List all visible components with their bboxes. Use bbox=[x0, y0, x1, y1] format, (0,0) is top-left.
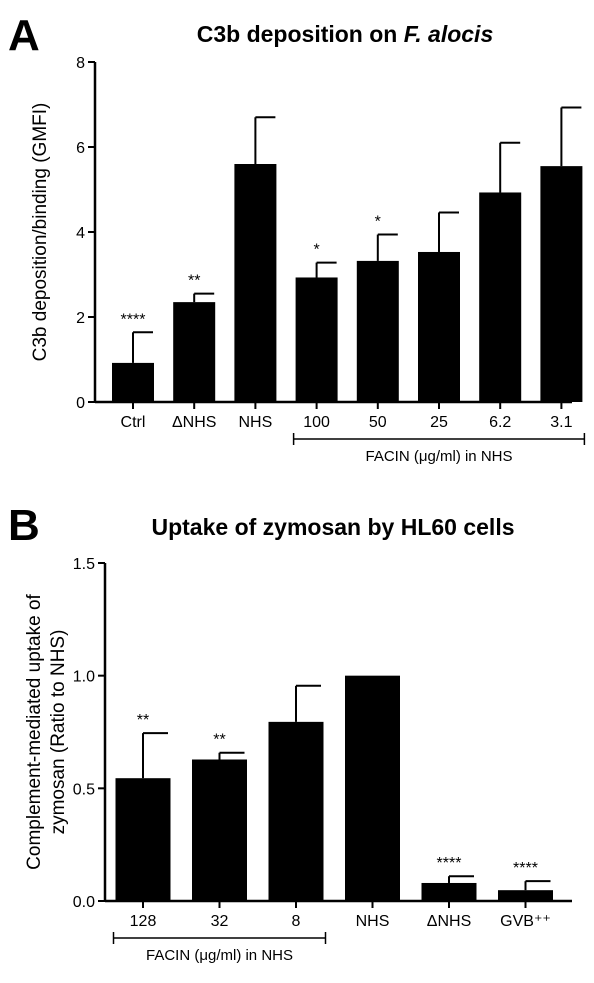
panel-b-bar bbox=[268, 721, 324, 901]
panel-a-category-label: 100 bbox=[303, 414, 330, 431]
panel-a-category-label: Ctrl bbox=[121, 414, 146, 431]
panel-a-category-label: ΔNHS bbox=[172, 414, 216, 431]
panel-a-bar bbox=[356, 260, 399, 402]
panel-a-y-tick-label: 6 bbox=[76, 140, 85, 157]
panel-a-title-italic: F. alocis bbox=[404, 21, 493, 47]
panel-a-plot-area: 0 2 4 6 8 **** Ctrl ** ΔNHS NHS * 100 * 50 25 6.2 3.1 FAC… bbox=[76, 55, 586, 465]
panel-a-significance-label: * bbox=[313, 242, 319, 259]
panel-b-bar bbox=[115, 778, 171, 901]
panel-b-bar bbox=[421, 882, 477, 901]
panel-a-bracket-label: FACIN (μg/ml) in NHS bbox=[366, 448, 513, 465]
panel-a-category-label: 6.2 bbox=[489, 414, 511, 431]
panel-a-bar bbox=[234, 164, 277, 402]
panel-a-significance-label: * bbox=[375, 214, 381, 231]
panel-a-y-tick-label: 8 bbox=[76, 55, 85, 72]
panel-b-y-axis-label-line1: Complement-mediated uptake of bbox=[24, 593, 45, 869]
panel-a-significance-label: **** bbox=[121, 311, 146, 328]
panel-b-y-axis-label-line2: zymosan (Ratio to NHS) bbox=[48, 630, 69, 835]
panel-b-category-label: GVB⁺⁺ bbox=[500, 913, 551, 930]
panel-b-letter: B bbox=[8, 501, 40, 550]
panel-a-category-label: 50 bbox=[369, 414, 387, 431]
panel-a-title: C3b deposition on F. alocis bbox=[197, 21, 493, 47]
panel-b-bar bbox=[345, 675, 400, 901]
panel-a-bar bbox=[418, 251, 460, 402]
panel-b-bar bbox=[498, 890, 553, 901]
panel-b-y-tick-label: 1.0 bbox=[73, 669, 95, 686]
panel-a-title-prefix: C3b deposition on bbox=[197, 21, 404, 47]
panel-a-bar bbox=[295, 277, 338, 402]
panel-b-title: Uptake of zymosan by HL60 cells bbox=[151, 514, 514, 540]
panel-b-bar bbox=[192, 759, 247, 901]
panel-a-letter: A bbox=[8, 11, 40, 60]
panel-b: B Uptake of zymosan by HL60 cells Comple… bbox=[8, 501, 572, 964]
panel-a-bar bbox=[540, 166, 583, 402]
panel-a-bar bbox=[112, 362, 154, 402]
panel-b-bracket-label: FACIN (μg/ml) in NHS bbox=[146, 947, 293, 964]
panel-b-y-tick-label: 1.5 bbox=[73, 556, 95, 573]
panel-b-significance-label: **** bbox=[437, 855, 462, 872]
panel-a-category-label: NHS bbox=[239, 414, 273, 431]
panel-a-significance-label: ** bbox=[188, 273, 200, 290]
panel-b-category-label: 8 bbox=[292, 913, 301, 930]
panel-a-y-tick-label: 4 bbox=[76, 225, 85, 242]
panel-b-category-label: 128 bbox=[130, 913, 157, 930]
panel-b-significance-label: ** bbox=[213, 732, 225, 749]
panel-a-bar bbox=[173, 302, 216, 402]
panel-a-y-axis-label: C3b deposition/binding (GMFI) bbox=[30, 103, 51, 362]
panel-a-bar bbox=[479, 192, 522, 402]
panel-b-y-tick-label: 0.5 bbox=[73, 781, 95, 798]
panel-b-category-label: ΔNHS bbox=[427, 913, 471, 930]
panel-b-y-tick-label: 0.0 bbox=[73, 894, 95, 911]
panel-b-significance-label: **** bbox=[513, 860, 538, 877]
panel-b-plot-area: 0.0 0.5 1.0 1.5 ** 128 ** 32 8 NHS **** ΔNHS **** GVB… bbox=[73, 556, 572, 964]
panel-b-significance-label: ** bbox=[137, 712, 149, 729]
panel-b-category-label: NHS bbox=[356, 913, 390, 930]
panel-a-category-label: 3.1 bbox=[550, 414, 572, 431]
panel-a: A C3b deposition on F. alocis C3b deposi… bbox=[8, 11, 586, 465]
panel-a-category-label: 25 bbox=[430, 414, 448, 431]
panel-a-y-tick-label: 2 bbox=[76, 310, 85, 327]
panel-a-y-tick-label: 0 bbox=[76, 395, 85, 412]
panel-b-category-label: 32 bbox=[211, 913, 229, 930]
